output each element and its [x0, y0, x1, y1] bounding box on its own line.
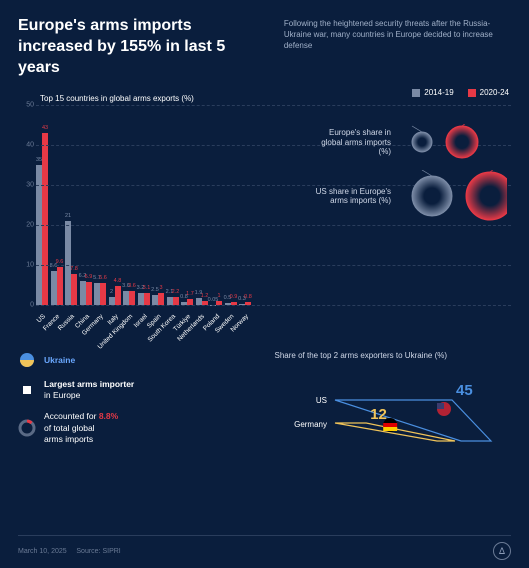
y-tick: 30: [26, 182, 34, 189]
country-united-kingdom: 3.63.6United Kingdom: [123, 291, 135, 305]
country-us: 3543US: [36, 133, 48, 305]
legend-2014-19: 2014-19: [412, 88, 453, 97]
ukraine-flag-icon: [18, 351, 36, 369]
donut-icon: [18, 419, 36, 437]
parallel-svg: 45 US 12 Germany: [275, 365, 505, 445]
country-germany: 5.75.6Germany: [94, 283, 106, 306]
bar-value: 21: [65, 213, 71, 219]
bar-value: 3: [159, 285, 162, 291]
bar-value: 9.6: [56, 259, 64, 265]
bar-value: 1: [217, 293, 220, 299]
square-icon: [18, 381, 36, 399]
country-france: 8.69.6France: [51, 267, 63, 305]
ukraine-label: Ukraine: [44, 355, 75, 366]
country-netherlands: 1.91.2Netherlands: [196, 298, 208, 306]
circle-pair-icon: 11 28: [397, 124, 507, 160]
legend-label-1: 2014-19: [424, 88, 453, 97]
parallel-chart-area: Share of the top 2 arms exporters to Ukr…: [269, 351, 512, 454]
country-south-korea: 2.12.2South Korea: [167, 297, 179, 306]
legend: 2014-19 2020-24: [412, 88, 509, 97]
bar-value: 3.6: [128, 283, 136, 289]
circles-area: Europe's share in global arms imports (%…: [307, 124, 507, 232]
y-tick: 10: [26, 262, 34, 269]
bar: 4.8: [115, 286, 121, 305]
bar-value: 1.7: [186, 291, 194, 297]
bars-container: 3543US8.69.6France217.8Russia6.25.9China…: [36, 105, 291, 305]
svg-text:US: US: [315, 396, 326, 405]
footer: March 10, 2025 Source: SIPRI ᐃ: [18, 535, 511, 560]
country-china: 6.25.9China: [80, 281, 92, 306]
bar-value: 43: [42, 125, 48, 131]
country-spain: 2.53Spain: [152, 293, 164, 305]
bottom-section: Ukraine Largest arms importerin Europe A…: [0, 309, 529, 460]
bar-value: 2.2: [172, 289, 180, 295]
main-title: Europe's arms imports increased by 155% …: [18, 16, 268, 78]
bar-value: 5.9: [85, 274, 93, 280]
country-russia: 217.8Russia: [65, 221, 77, 305]
legend-box-2: [468, 89, 476, 97]
footer-source-label: Source:: [76, 548, 100, 555]
logo-icon: ᐃ: [493, 542, 511, 560]
fact-accounted: Accounted for 8.8% of total globalarms i…: [18, 411, 255, 444]
bar-value: 0.8: [244, 294, 252, 300]
facts-column: Ukraine Largest arms importerin Europe A…: [18, 351, 255, 454]
fact-largest: Largest arms importerin Europe: [18, 379, 255, 401]
bar-value: 2: [110, 289, 113, 295]
legend-box-1: [412, 89, 420, 97]
country-italy: 24.8Italy: [109, 286, 121, 305]
largest-text: Largest arms importerin Europe: [44, 379, 134, 401]
svg-text:12: 12: [370, 406, 387, 423]
bar-chart-area: 2014-19 2020-24 Top 15 countries in glob…: [0, 86, 529, 309]
subtitle: Following the heightened security threat…: [284, 16, 511, 78]
bar: 9.6: [57, 267, 63, 305]
footer-source: SIPRI: [102, 548, 120, 555]
bar: 7.8: [71, 274, 77, 305]
bar-value: 0.9: [230, 294, 238, 300]
fact-ukraine: Ukraine: [18, 351, 255, 369]
legend-label-2: 2020-24: [480, 88, 509, 97]
y-tick: 50: [26, 102, 34, 109]
country-israel: 3.23.1Israel: [138, 293, 150, 306]
circle-text: US share in Europe's arms imports (%): [307, 187, 391, 206]
bar: 43: [42, 133, 48, 305]
bar: 5.9: [86, 282, 92, 306]
bar: 3.6: [129, 291, 135, 305]
y-axis: 01020304050: [20, 105, 36, 305]
circle-pair-icon: 52 64: [397, 170, 507, 222]
legend-2020-24: 2020-24: [468, 88, 509, 97]
bar-value: 4.8: [114, 278, 122, 284]
bar: 5.6: [100, 283, 106, 305]
bar-value: 5.6: [99, 275, 107, 281]
circle-row: Europe's share in global arms imports (%…: [307, 124, 507, 160]
accounted-text: Accounted for 8.8% of total globalarms i…: [44, 411, 118, 444]
parallel-title: Share of the top 2 arms exporters to Ukr…: [275, 351, 512, 361]
bar: 3: [158, 293, 164, 305]
bar: 3.1: [144, 293, 150, 305]
country-türkiye: 0.81.7Türkiye: [181, 299, 193, 306]
bar: 1.7: [187, 299, 193, 306]
circle-row: US share in Europe's arms imports (%) 52…: [307, 170, 507, 222]
circle-text: Europe's share in global arms imports (%…: [307, 128, 391, 157]
y-tick: 40: [26, 142, 34, 149]
parallel-chart: 45 US 12 Germany: [275, 365, 512, 445]
bar-value: 3.1: [143, 285, 151, 291]
footer-date: March 10, 2025: [18, 548, 67, 555]
y-tick: 20: [26, 222, 34, 229]
bar: 2.2: [173, 297, 179, 306]
bar-value: 7.8: [70, 266, 78, 272]
svg-text:Germany: Germany: [294, 420, 327, 429]
y-tick: 0: [30, 302, 34, 309]
svg-text:11: 11: [401, 124, 410, 126]
footer-left: March 10, 2025 Source: SIPRI: [18, 548, 121, 555]
svg-text:45: 45: [456, 382, 473, 399]
